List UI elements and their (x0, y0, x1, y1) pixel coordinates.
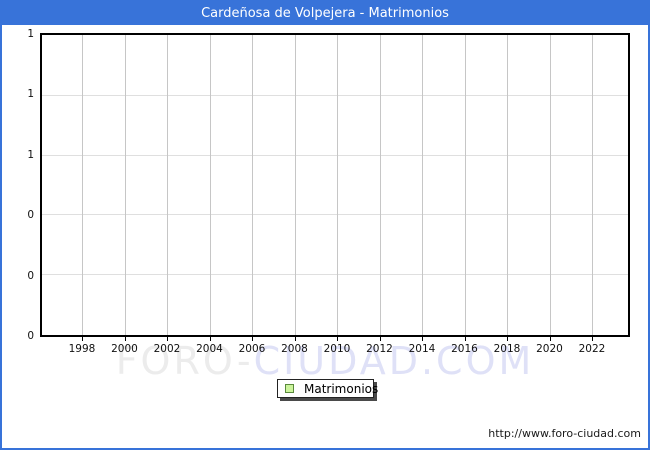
x-tick-label: 2014 (408, 343, 436, 355)
watermark: FORO-CIUDAD.COM (2, 342, 648, 380)
h-gridline (42, 214, 628, 216)
x-tick (549, 337, 551, 341)
x-tick-label: 2012 (366, 343, 393, 355)
x-tick (252, 337, 253, 341)
x-tick (379, 337, 381, 341)
v-gridline (507, 35, 508, 335)
y-tick-label: 0 (27, 209, 34, 222)
v-gridline (167, 35, 168, 335)
y-tick-label: 1 (27, 88, 34, 101)
y-tick-label: 0 (27, 330, 34, 342)
h-gridline (42, 154, 628, 156)
h-gridline (42, 274, 628, 276)
x-tick-label: 2006 (238, 343, 266, 355)
v-gridline (337, 35, 338, 335)
x-tick (124, 337, 126, 341)
watermark-part2: CIUDAD.COM (253, 339, 535, 383)
chart-title: Cardeñosa de Volpejera - Matrimonios (2, 2, 648, 25)
x-tick (507, 337, 508, 341)
x-tick-label: 2022 (578, 343, 606, 355)
y-tick-label: 1 (27, 148, 34, 161)
x-tick-label: 2004 (196, 343, 223, 355)
v-gridline (549, 35, 551, 335)
v-gridline (379, 35, 381, 335)
x-tick (82, 337, 83, 341)
x-tick-label: 2016 (451, 343, 478, 355)
x-tick-label: 2008 (281, 343, 308, 355)
v-gridline (422, 35, 423, 335)
x-tick (592, 337, 593, 341)
x-tick (167, 337, 168, 341)
v-gridline (124, 35, 126, 335)
x-tick-label: 1998 (68, 343, 96, 355)
v-gridline (294, 35, 296, 335)
legend-label: Matrimonios (304, 381, 379, 396)
v-gridline (82, 35, 83, 335)
legend: Matrimonios (277, 379, 378, 398)
x-tick-label: 2020 (536, 343, 563, 355)
y-tick-label: 1 (27, 28, 34, 40)
source-url: http://www.foro-ciudad.com (488, 427, 641, 440)
x-tick (294, 337, 296, 341)
x-tick (422, 337, 423, 341)
x-tick-label: 2018 (493, 343, 521, 355)
v-gridline (592, 35, 593, 335)
y-tick-label: 0 (27, 269, 34, 282)
x-tick (337, 337, 338, 341)
x-tick (464, 337, 466, 341)
v-gridline (209, 35, 211, 335)
x-tick-label: 2010 (323, 343, 351, 355)
v-gridline (464, 35, 466, 335)
watermark-part1: FORO- (115, 339, 254, 383)
x-tick-label: 2002 (153, 343, 181, 355)
h-gridline (42, 94, 628, 96)
plot-area (40, 33, 630, 337)
matrimonios-swatch (285, 384, 294, 393)
v-gridline (252, 35, 253, 335)
x-tick (209, 337, 211, 341)
x-tick-label: 2000 (111, 343, 138, 355)
